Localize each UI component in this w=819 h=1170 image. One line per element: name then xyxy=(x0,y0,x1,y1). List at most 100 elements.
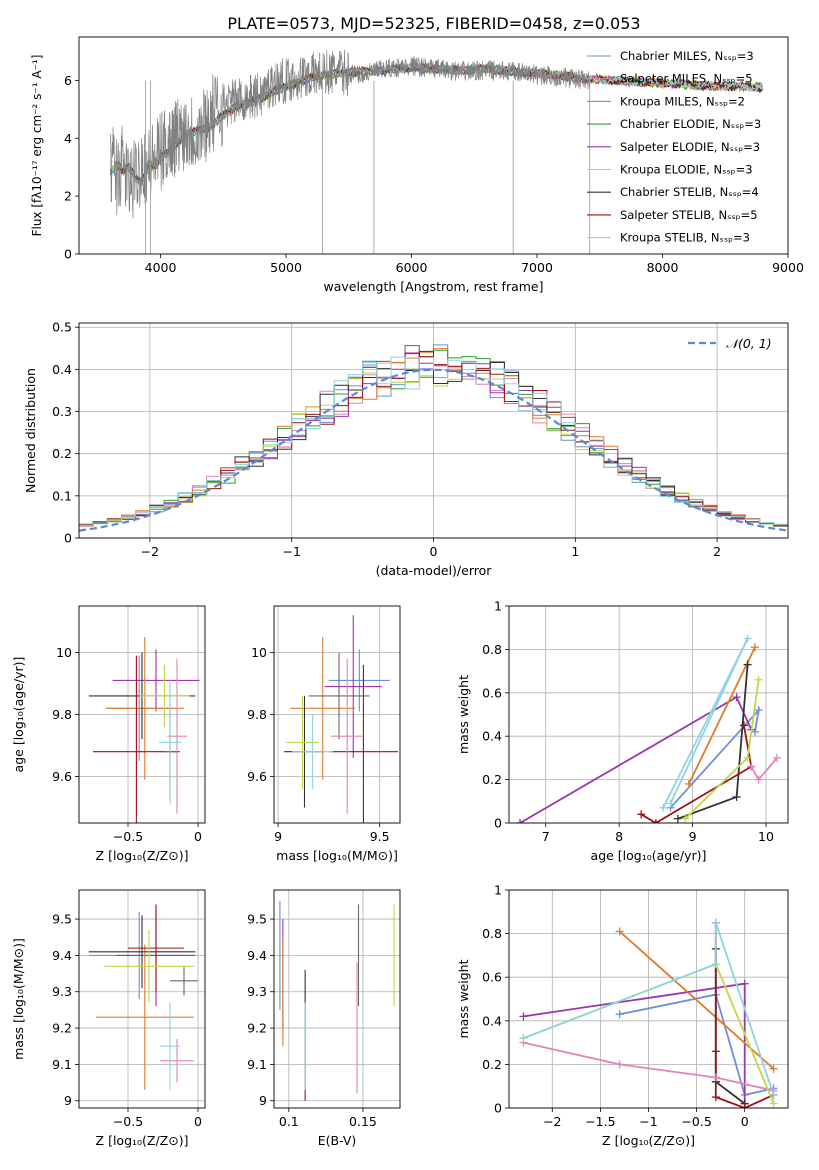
x-tick-label: −0.5 xyxy=(113,829,143,844)
weight-series-line xyxy=(619,993,774,1096)
y-axis-label: age [log₁₀(age/yr)] xyxy=(11,657,26,773)
y-tick-label: 9.5 xyxy=(247,912,267,927)
weight-point-marker xyxy=(711,1093,720,1102)
x-tick-label: 0 xyxy=(194,1114,202,1129)
x-tick-label: 0 xyxy=(741,1114,749,1129)
x-tick-label: 4000 xyxy=(145,260,177,275)
weight-point-marker xyxy=(769,1064,778,1073)
y-tick-label: 0.1 xyxy=(52,488,72,503)
legend-entry: Salpeter ELODIE, Nₛₛₚ=3 xyxy=(620,140,760,154)
error-bar-point xyxy=(139,664,190,727)
weight-point-marker xyxy=(711,1047,720,1056)
weight-series-line xyxy=(523,922,775,1096)
weight-point-marker xyxy=(615,1060,624,1069)
y-tick-label: 0.6 xyxy=(482,685,502,700)
observed-spectrum-line xyxy=(110,49,590,219)
legend-entry: Kroupa ELODIE, Nₛₛₚ=3 xyxy=(620,163,753,177)
error-bar-point xyxy=(292,714,333,789)
x-tick-label: 6000 xyxy=(396,260,428,275)
y-tick-label: 0.2 xyxy=(52,446,72,461)
x-axis-label: Z [log₁₀(Z/Z⊙)] xyxy=(602,1133,695,1148)
age-vs-mass-panel: 9 9.5 9.6 9.8 10 mass [log₁₀(M/M⊙)] xyxy=(247,605,401,863)
weight-vs-metallicity-panel: −2 −1.5 −1 −0.5 0 0 0.2 0.4 0.6 0.8 1 Z [log₁₀(Z/Z⊙… xyxy=(456,883,789,1148)
axes-frame xyxy=(508,605,789,824)
y-tick-label: 9.3 xyxy=(52,984,72,999)
y-tick-label: 0.8 xyxy=(482,926,502,941)
y-tick-label: 9.3 xyxy=(247,984,267,999)
error-bar-point xyxy=(286,695,319,789)
axes-frame xyxy=(78,36,789,255)
weight-point-marker xyxy=(673,814,682,823)
y-tick-label: 0.2 xyxy=(482,772,502,787)
weight-series-line xyxy=(662,638,749,809)
weight-point-marker xyxy=(754,675,763,684)
weight-series-line xyxy=(640,725,753,823)
weight-series-line xyxy=(523,982,746,1104)
y-tick-label: 0.4 xyxy=(482,729,502,744)
x-tick-label: 0 xyxy=(194,829,202,844)
x-tick-label: 2 xyxy=(713,544,721,559)
x-axis-label: age [log₁₀(age/yr)] xyxy=(591,848,707,863)
y-tick-label: 9.4 xyxy=(247,948,267,963)
legend-entry: 𝒩(0, 1) xyxy=(726,336,772,351)
weight-vs-age-panel: 7 8 9 10 0 0.2 0.4 0.6 0.8 1 age [log₁₀(age/yr)] ma… xyxy=(456,599,789,863)
error-bar-point xyxy=(95,944,194,1090)
axes-frame xyxy=(78,322,789,539)
weight-series-line xyxy=(688,646,756,785)
weight-point-marker xyxy=(516,819,525,823)
y-tick-label: 0 xyxy=(64,531,72,546)
error-bar-point xyxy=(128,904,184,992)
weight-point-marker xyxy=(681,814,690,823)
y-tick-label: 9.8 xyxy=(52,707,72,722)
y-tick-label: 0.6 xyxy=(482,970,502,985)
y-tick-label: 9.1 xyxy=(52,1057,72,1072)
x-tick-label: 5000 xyxy=(270,260,302,275)
y-tick-label: 4 xyxy=(64,131,72,146)
weight-point-marker xyxy=(615,927,624,936)
x-axis-label: E(B-V) xyxy=(318,1133,357,1148)
weight-point-marker xyxy=(743,634,752,643)
legend-entry: Salpeter MILES, Nₛₛₚ=5 xyxy=(620,72,753,86)
x-tick-label: 7 xyxy=(542,829,550,844)
legend-entry: Chabrier ELODIE, Nₛₛₚ=3 xyxy=(620,117,761,131)
weight-point-marker xyxy=(772,753,781,762)
y-tick-label: 0 xyxy=(494,1101,502,1116)
x-tick-label: 7000 xyxy=(521,260,553,275)
weight-point-marker xyxy=(615,1010,624,1019)
y-tick-label: 9 xyxy=(64,1093,72,1108)
weight-point-marker xyxy=(769,1099,778,1108)
weight-point-marker xyxy=(743,753,752,762)
normal-distribution-curve xyxy=(79,368,788,532)
age-vs-metallicity-panel: −0.5 0 9.6 9.8 10 Z [log₁₀(Z/Z⊙)] age [log₁₀(a… xyxy=(11,605,206,863)
weight-point-marker xyxy=(711,1073,720,1082)
weight-point-marker xyxy=(754,706,763,715)
error-bar-point xyxy=(112,649,200,712)
x-tick-label: −2 xyxy=(543,1114,561,1129)
y-tick-label: 0.4 xyxy=(52,362,72,377)
y-tick-label: 2 xyxy=(64,189,72,204)
x-tick-label: −1 xyxy=(639,1114,657,1129)
legend-entry: Kroupa STELIB, Nₛₛₚ=3 xyxy=(620,231,750,245)
legend-entry: Salpeter STELIB, Nₛₛₚ=5 xyxy=(620,208,758,222)
error-bar-point xyxy=(330,658,364,814)
weight-point-marker xyxy=(732,792,741,801)
x-tick-label: −0.5 xyxy=(681,1114,711,1129)
y-tick-label: 9.5 xyxy=(52,912,72,927)
x-tick-label: −2 xyxy=(141,544,159,559)
y-tick-label: 9.1 xyxy=(247,1057,267,1072)
weight-point-marker xyxy=(740,979,749,988)
residuals-histogram-panel: −2 −1 0 1 2 0 0.1 0.2 0.3 0.4 0.5 (data-model)/erro… xyxy=(23,320,789,578)
x-tick-label: 0 xyxy=(430,544,438,559)
x-tick-label: 9 xyxy=(274,829,282,844)
error-bar-point xyxy=(160,1002,180,1090)
weight-point-marker xyxy=(754,775,763,784)
histogram-series xyxy=(79,356,788,529)
error-bar-point xyxy=(105,637,184,780)
y-tick-label: 9.8 xyxy=(247,707,267,722)
y-axis-label: Normed distribution xyxy=(23,368,38,493)
x-tick-label: −1 xyxy=(282,544,300,559)
error-bar-point xyxy=(158,680,182,805)
y-axis-label: mass weight xyxy=(456,675,471,754)
y-tick-label: 9 xyxy=(259,1093,267,1108)
